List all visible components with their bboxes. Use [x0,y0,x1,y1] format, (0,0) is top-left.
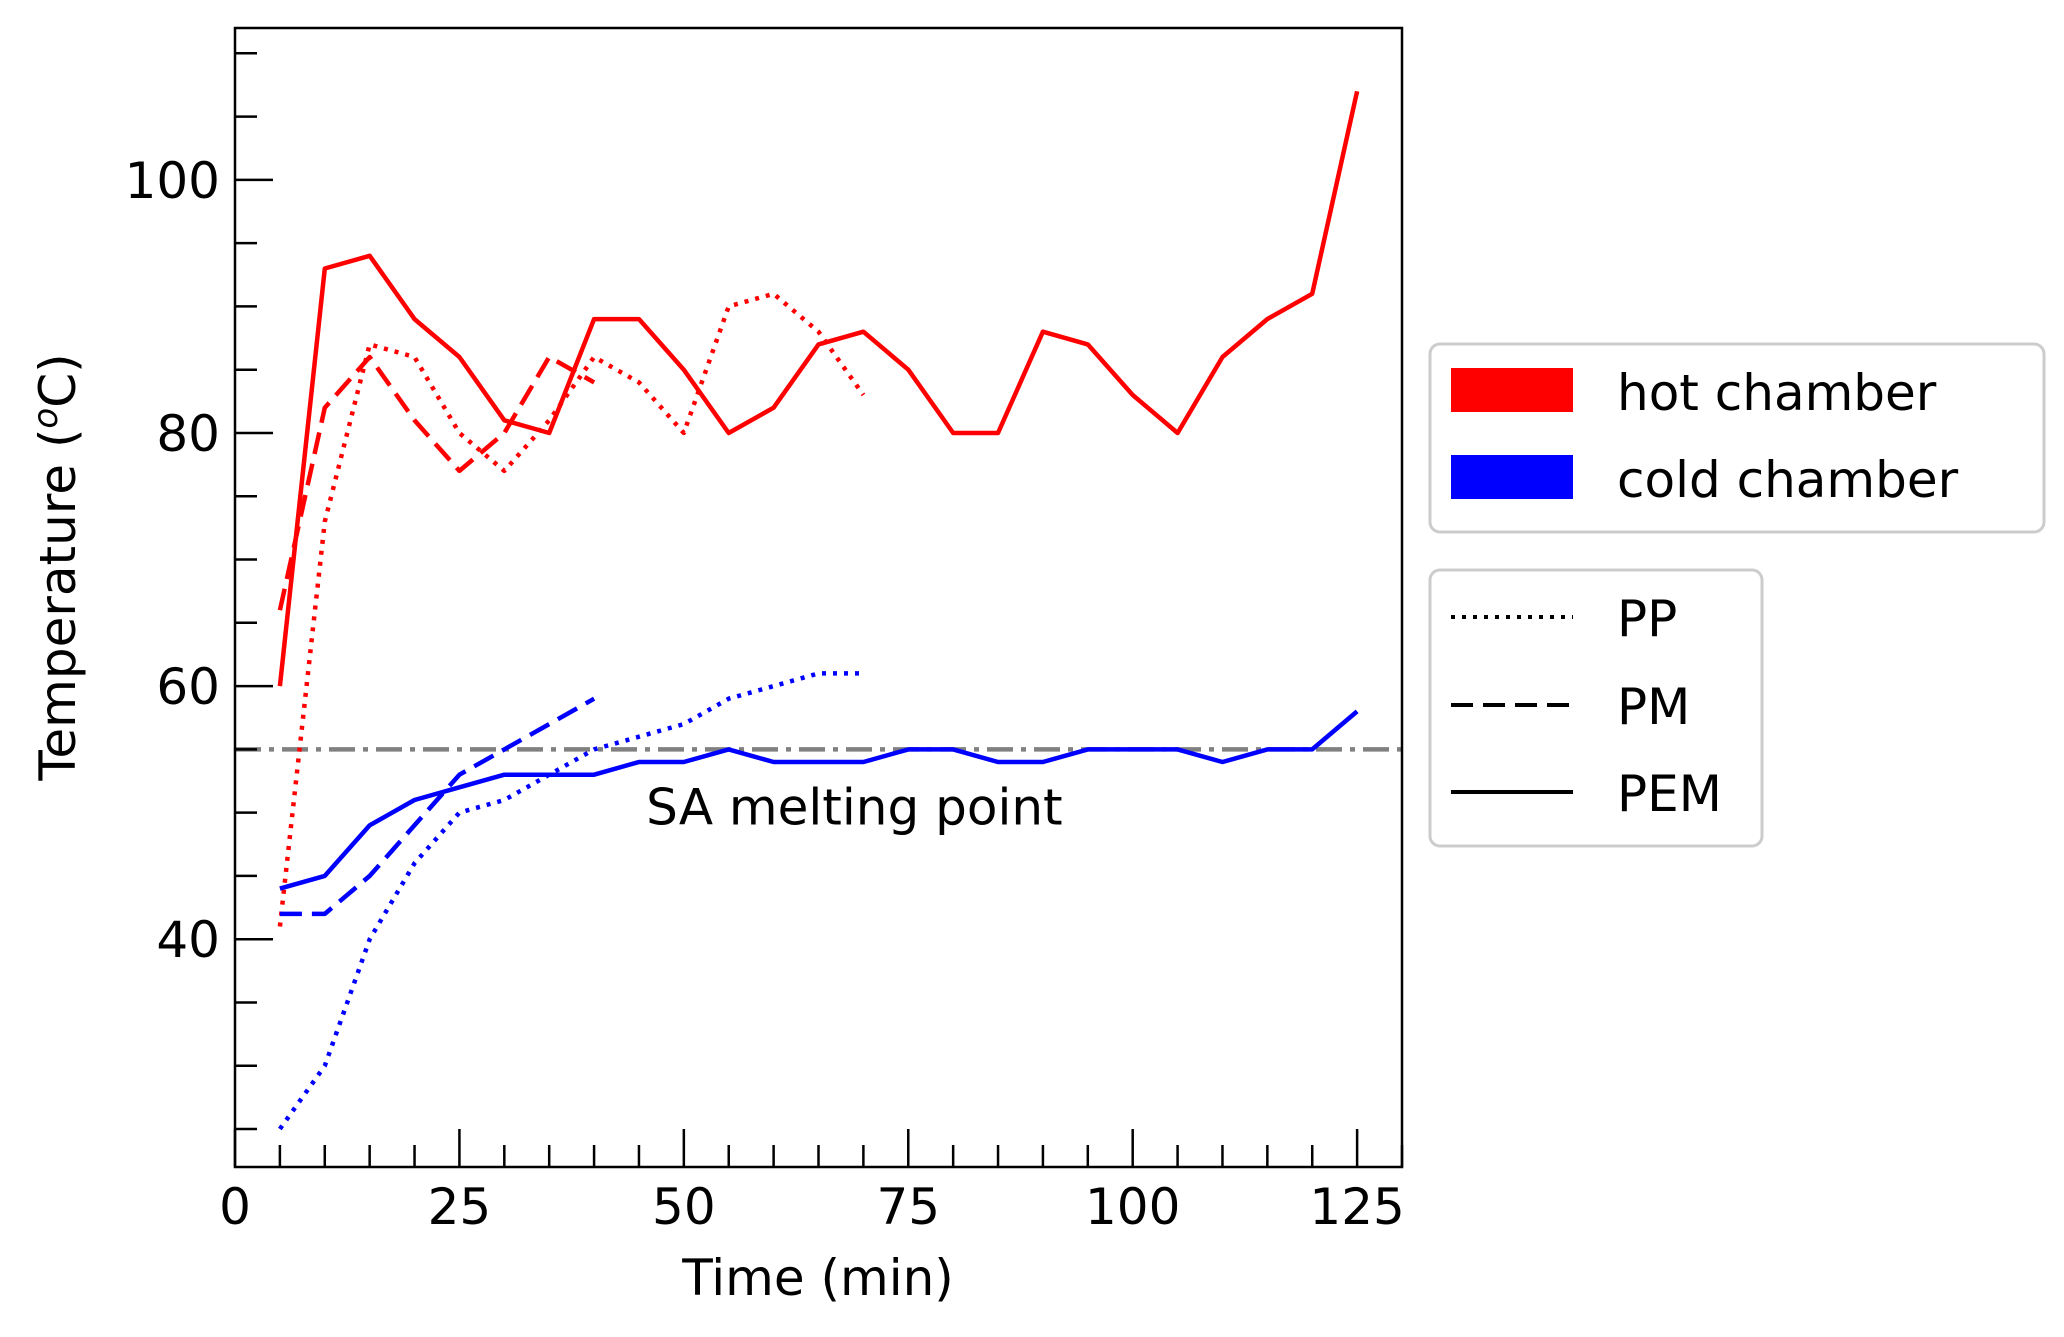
legend-chamber-frame [1428,342,2046,534]
axes: 0 25 50 75 100 125 40 60 80 100 [125,26,1405,1236]
y-tick-label: 100 [125,152,220,210]
legend-config-frame [1428,568,1764,848]
series-line-cold-pp [278,671,864,1131]
legend-hot-label: hot chamber [1617,364,1937,422]
x-axis-label: Time (min) [681,1249,954,1307]
legend-hot-swatch [1451,368,1573,412]
y-axis-label: Temperature (oC) [26,353,87,781]
series-line-hot-pp [277,291,866,927]
legend-pm-label: PM [1617,678,1690,736]
x-tick-label: 0 [219,1178,251,1236]
series-line-hot-pem [277,90,1360,687]
y-tick-label: 80 [156,405,220,463]
reference-line-label: SA melting point [646,778,1062,836]
y-axis-label-tail: C) [29,353,87,407]
y-axis-label-main: Temperature ( [29,429,87,782]
legend-cold-label: cold chamber [1617,451,1959,509]
y-axis-label-superscript: o [26,408,66,429]
y-tick-label: 60 [156,658,220,716]
x-tick-label: 50 [652,1178,716,1236]
series-line-hot-pm [277,354,596,611]
x-tick-label: 75 [876,1178,940,1236]
plot-frame [233,26,1404,1169]
x-tick-label: 125 [1309,1178,1404,1236]
legend-cold-swatch [1451,455,1573,499]
y-tick-label: 40 [156,911,220,969]
legend-pem-label: PEM [1617,765,1722,823]
legend-pp-label: PP [1617,590,1677,648]
x-tick-label: 100 [1085,1178,1180,1236]
x-tick-label: 25 [428,1178,492,1236]
series-line-cold-pem [279,709,1359,891]
plot-area [235,90,1402,1131]
legend-config: PP PM PEM [1428,568,1764,848]
series-line-cold-pm [279,696,596,917]
legend-chamber: hot chamber cold chamber [1428,342,2046,534]
